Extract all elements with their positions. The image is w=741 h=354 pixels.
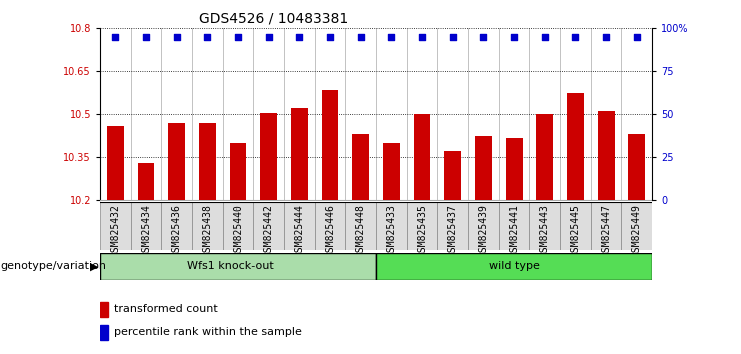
Bar <box>315 202 345 250</box>
Bar <box>100 202 130 250</box>
Text: GSM825436: GSM825436 <box>172 204 182 257</box>
Point <box>170 34 182 40</box>
Bar <box>376 202 407 250</box>
Text: GDS4526 / 10483381: GDS4526 / 10483381 <box>199 12 349 26</box>
Text: ▶: ▶ <box>90 261 99 272</box>
Text: GSM825448: GSM825448 <box>356 204 366 257</box>
Bar <box>437 202 468 250</box>
Bar <box>628 134 645 200</box>
Bar <box>107 126 124 200</box>
Bar <box>199 123 216 200</box>
Bar <box>138 163 154 200</box>
Point <box>631 34 642 40</box>
Text: GSM825443: GSM825443 <box>539 204 550 257</box>
Bar <box>499 202 529 250</box>
Bar <box>192 202 223 250</box>
Point <box>416 34 428 40</box>
Point <box>539 34 551 40</box>
Bar <box>376 253 652 280</box>
Bar <box>536 114 554 200</box>
Text: GSM825432: GSM825432 <box>110 204 120 257</box>
Bar <box>162 202 192 250</box>
Text: GSM825439: GSM825439 <box>479 204 488 257</box>
Bar <box>260 113 277 200</box>
Text: transformed count: transformed count <box>114 304 218 314</box>
Text: GSM825442: GSM825442 <box>264 204 273 257</box>
Point <box>447 34 459 40</box>
Bar <box>322 90 339 200</box>
Text: Wfs1 knock-out: Wfs1 knock-out <box>187 261 273 272</box>
Bar <box>407 202 437 250</box>
Point <box>140 34 152 40</box>
Text: wild type: wild type <box>488 261 539 272</box>
Point <box>600 34 612 40</box>
Bar <box>560 202 591 250</box>
Point <box>570 34 582 40</box>
Point <box>232 34 244 40</box>
Bar <box>223 202 253 250</box>
Point <box>355 34 367 40</box>
Bar <box>567 93 584 200</box>
Text: GSM825446: GSM825446 <box>325 204 335 257</box>
Point <box>202 34 213 40</box>
Text: genotype/variation: genotype/variation <box>1 261 107 272</box>
Text: GSM825438: GSM825438 <box>202 204 213 257</box>
Text: GSM825447: GSM825447 <box>601 204 611 257</box>
Text: GSM825435: GSM825435 <box>417 204 427 257</box>
Bar <box>445 152 461 200</box>
Bar <box>505 138 522 200</box>
Point <box>324 34 336 40</box>
Bar <box>345 202 376 250</box>
Bar <box>468 202 499 250</box>
Bar <box>475 136 492 200</box>
Point <box>293 34 305 40</box>
Bar <box>622 202 652 250</box>
Text: GSM825441: GSM825441 <box>509 204 519 257</box>
Text: GSM825449: GSM825449 <box>632 204 642 257</box>
Text: GSM825445: GSM825445 <box>571 204 580 257</box>
Text: GSM825440: GSM825440 <box>233 204 243 257</box>
Bar <box>383 143 400 200</box>
Text: GSM825434: GSM825434 <box>141 204 151 257</box>
Bar <box>291 108 308 200</box>
Point <box>263 34 275 40</box>
Bar <box>529 202 560 250</box>
Text: percentile rank within the sample: percentile rank within the sample <box>114 327 302 337</box>
Point <box>385 34 397 40</box>
Bar <box>598 111 614 200</box>
Bar <box>413 114 431 200</box>
Bar <box>230 143 247 200</box>
Bar <box>253 202 284 250</box>
Text: GSM825433: GSM825433 <box>386 204 396 257</box>
Point <box>477 34 489 40</box>
Bar <box>100 302 108 317</box>
Bar <box>352 134 369 200</box>
Text: GSM825437: GSM825437 <box>448 204 458 257</box>
Bar <box>284 202 315 250</box>
Bar <box>100 325 108 340</box>
Point <box>508 34 520 40</box>
Point <box>110 34 122 40</box>
Bar <box>168 123 185 200</box>
Bar <box>130 202 162 250</box>
Bar <box>100 253 376 280</box>
Bar <box>591 202 622 250</box>
Text: GSM825444: GSM825444 <box>294 204 305 257</box>
